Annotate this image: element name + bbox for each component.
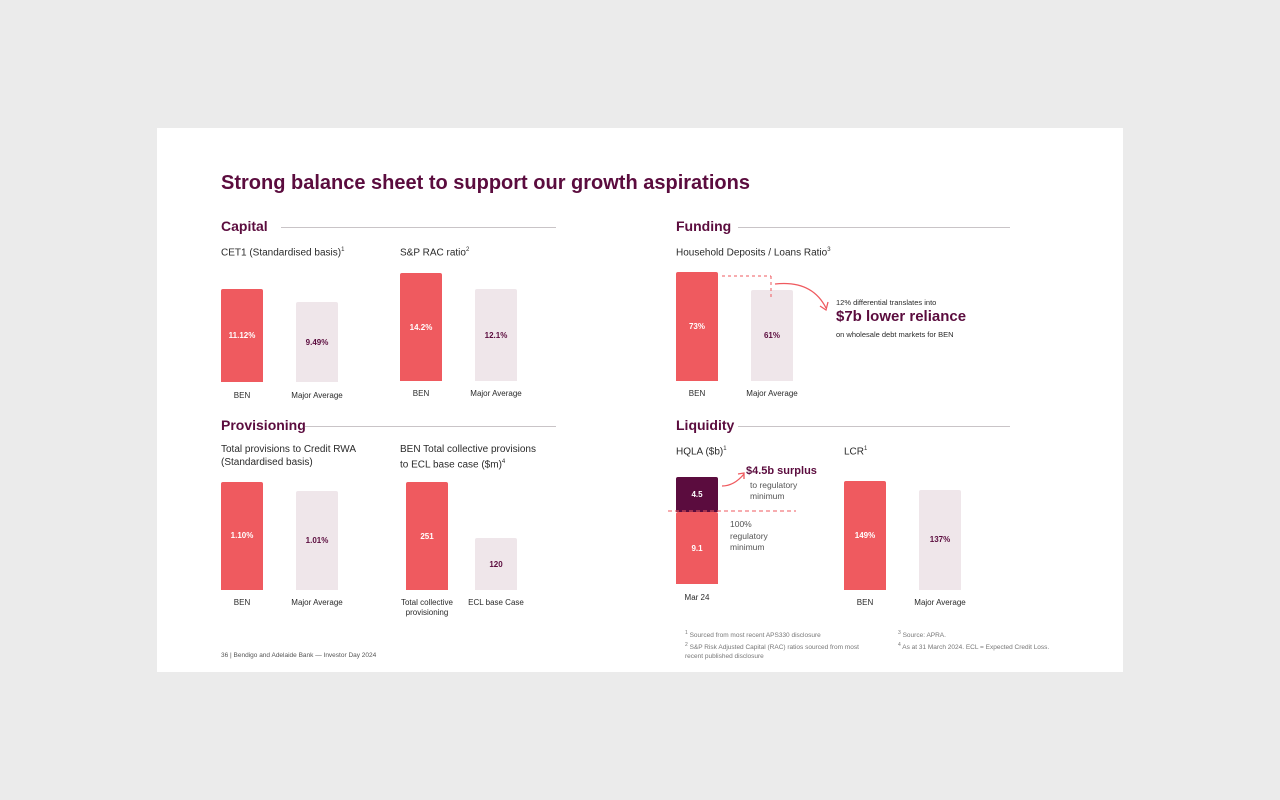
funding-callout-big: $7b lower reliance (836, 308, 967, 325)
surplus-note: to regulatory minimum (750, 480, 798, 501)
household-subtitle: Household Deposits / Loans Ratio3 (676, 247, 831, 259)
section-provisioning: Provisioning (221, 417, 306, 433)
provisions-subtitle: Total provisions to Credit RWA (Standardi… (221, 444, 357, 468)
funding-differential-bracket (722, 275, 772, 297)
surplus-callout: $4.5b surplus (746, 465, 817, 477)
category-label: BEN (233, 391, 251, 400)
category-label: Major Average (470, 389, 522, 398)
section-divider (738, 426, 1010, 427)
category-label: Total collective provisioning (400, 598, 454, 617)
footnote-3: 3 Source: APRA. (898, 630, 946, 640)
section-divider (738, 227, 1010, 228)
category-label: BEN (233, 598, 251, 607)
section-liquidity: Liquidity (676, 417, 735, 433)
collective-subtitle: BEN Total collective provisions to ECL ba… (400, 444, 536, 471)
section-divider (305, 426, 556, 427)
funding-arrowhead-icon (819, 301, 829, 312)
hqla-bar-minimum: 9.1 (676, 512, 718, 584)
sprac-subtitle: S&P RAC ratio2 (400, 247, 470, 259)
category-label: BEN (856, 598, 874, 607)
bar-2-1: 61% (751, 290, 793, 381)
bar-1-1: 12.1% (475, 289, 517, 381)
bar-3-0: 1.10% (221, 481, 263, 590)
category-label: Mar 24 (684, 593, 710, 602)
bar-0-0: 11.12% (221, 288, 263, 382)
funding-arrow-icon (774, 282, 827, 309)
footnote-2: 2 S&P Risk Adjusted Capital (RAC) ratios… (685, 642, 859, 661)
footnote-4: 4 As at 31 March 2024. ECL = Expected Cr… (898, 642, 1050, 652)
hqla-subtitle: HQLA ($b)1 (676, 446, 727, 458)
section-capital: Capital (221, 218, 268, 234)
cet1-subtitle: CET1 (Standardised basis)1 (221, 247, 345, 259)
category-label: ECL base Case (468, 598, 524, 607)
category-label: BEN (412, 389, 430, 398)
footnote-1: 1 Sourced from most recent APS330 disclo… (685, 630, 821, 640)
surplus-arrow-icon (721, 473, 745, 487)
category-label: BEN (688, 389, 706, 398)
page-title: Strong balance sheet to support our grow… (221, 172, 750, 194)
funding-callout-line1: 12% differential translates into (836, 298, 937, 307)
bar-6-0: 149% (844, 481, 886, 590)
funding-callout-line2: on wholesale debt markets for BEN (836, 330, 954, 339)
hqla-bar-surplus: 4.5 (676, 476, 718, 513)
bar-4-1: 120 (475, 538, 517, 590)
bar-0-1: 9.49% (296, 302, 338, 382)
surplus-arrowhead-icon (737, 472, 745, 479)
category-label: Major Average (914, 598, 966, 607)
bar-3-1: 1.01% (296, 490, 338, 590)
bar-2-0: 73% (676, 272, 718, 381)
bar-6-1: 137% (919, 489, 961, 590)
page-footer: 36 | Bendigo and Adelaide Bank — Investo… (221, 652, 377, 659)
category-label: Major Average (746, 389, 798, 398)
bar-1-0: 14.2% (400, 273, 442, 381)
category-label: Major Average (291, 598, 343, 607)
bar-4-0: 251 (406, 482, 448, 590)
section-divider (281, 227, 556, 228)
regulatory-minimum-label: 100% regulatory minimum (730, 519, 768, 552)
category-label: Major Average (291, 391, 343, 400)
section-funding: Funding (676, 218, 732, 234)
lcr-subtitle: LCR1 (844, 446, 868, 458)
